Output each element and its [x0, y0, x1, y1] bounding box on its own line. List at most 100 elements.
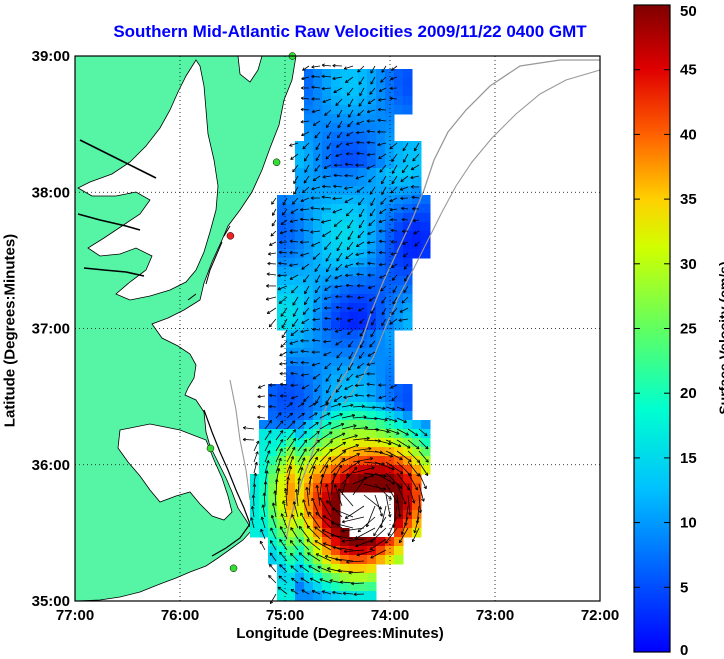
- velocity-vector: [281, 513, 288, 529]
- velocity-cell: [295, 213, 305, 223]
- velocity-cell: [367, 267, 377, 277]
- colorbar-ticks: 0 5 10 15 20 25 30 35 40 45 50: [634, 3, 697, 659]
- velocity-cell: [259, 483, 269, 493]
- velocity-cell: [250, 519, 260, 529]
- velocity-vector: [341, 527, 365, 532]
- velocity-vector: [301, 589, 310, 595]
- velocity-cell: [322, 312, 332, 322]
- velocity-vector: [325, 252, 332, 262]
- velocity-vector: [312, 328, 321, 331]
- x-tick-label: 73:00: [476, 607, 514, 624]
- velocity-vector: [269, 552, 277, 562]
- velocity-cell: [349, 537, 359, 547]
- velocity-cell: [403, 267, 413, 277]
- velocity-cell: [313, 105, 323, 115]
- velocity-vector: [286, 402, 293, 408]
- velocity-cell: [340, 123, 350, 133]
- velocity-cell: [394, 276, 404, 286]
- velocity-cell: [286, 384, 296, 394]
- velocity-cell: [394, 303, 404, 313]
- velocity-cell: [277, 312, 287, 322]
- velocity-vector: [333, 174, 343, 177]
- velocity-cell: [322, 321, 332, 331]
- velocity-vector: [316, 485, 321, 507]
- velocity-vector: [266, 307, 277, 314]
- velocity-cell: [358, 87, 368, 97]
- velocity-cell: [304, 78, 314, 88]
- velocity-cell: [331, 69, 341, 79]
- velocity-cell: [358, 348, 368, 358]
- velocity-cell: [385, 339, 395, 349]
- velocity-cell: [304, 123, 314, 133]
- velocity-vector: [261, 516, 266, 529]
- velocity-cell: [349, 591, 359, 601]
- velocity-vector: [335, 329, 343, 333]
- radar-station-marker: [272, 158, 281, 167]
- velocity-cell: [304, 276, 314, 286]
- velocity-vector: [264, 420, 272, 430]
- velocity-cell: [349, 177, 359, 187]
- velocity-cell: [421, 195, 431, 205]
- velocity-cell: [376, 240, 386, 250]
- velocity-cell: [277, 474, 287, 484]
- velocity-vector: [330, 413, 343, 419]
- velocity-cell: [421, 420, 431, 430]
- velocity-vector: [314, 526, 332, 540]
- velocity-vector: [363, 472, 387, 477]
- velocity-cell: [322, 348, 332, 358]
- velocity-cell: [367, 195, 377, 205]
- velocity-vector: [346, 208, 354, 217]
- velocity-vector: [358, 76, 365, 85]
- colorbar-tick-label: 40: [680, 126, 697, 143]
- velocity-vector: [280, 219, 288, 225]
- velocity-vector: [355, 538, 376, 547]
- velocity-cell: [295, 438, 305, 448]
- velocity-cell: [349, 312, 359, 322]
- potomac-river: [77, 139, 157, 277]
- velocity-cell: [376, 402, 386, 412]
- velocity-cell: [304, 303, 314, 313]
- velocity-cell: [313, 528, 323, 538]
- velocity-cell: [340, 204, 350, 214]
- velocity-cell: [349, 429, 359, 439]
- velocity-cell: [340, 330, 350, 340]
- velocity-cell: [295, 240, 305, 250]
- velocity-cell: [331, 339, 341, 349]
- velocity-cell: [295, 528, 305, 538]
- velocity-vector: [322, 230, 332, 237]
- velocity-vector: [300, 512, 310, 529]
- velocity-vector: [322, 590, 332, 595]
- velocity-vector: [289, 263, 299, 267]
- velocity-vector: [418, 450, 429, 463]
- velocity-cell: [295, 168, 305, 178]
- velocity-vector: [292, 164, 299, 173]
- velocity-cell: [394, 204, 404, 214]
- velocity-vector: [321, 64, 332, 67]
- velocity-vector: [297, 402, 305, 408]
- velocity-cell: [376, 276, 386, 286]
- velocity-cell: [286, 366, 296, 376]
- velocity-vector: [407, 494, 411, 516]
- velocity-vector: [368, 175, 376, 183]
- velocity-cell: [376, 429, 386, 439]
- velocity-cell: [385, 105, 395, 115]
- velocity-vector: [341, 473, 349, 496]
- velocity-vector: [346, 87, 354, 96]
- velocity-cell: [268, 420, 278, 430]
- velocity-cell: [313, 213, 323, 223]
- velocity-cell: [403, 321, 413, 331]
- velocity-cell: [331, 492, 341, 502]
- velocity-vector: [401, 164, 409, 174]
- velocity-cell: [286, 591, 296, 601]
- velocity-cell: [295, 501, 305, 511]
- velocity-vector: [333, 219, 343, 227]
- velocity-vector: [306, 539, 321, 551]
- velocity-vector: [338, 488, 354, 507]
- velocity-vector: [399, 307, 409, 313]
- velocity-vector: [418, 483, 425, 502]
- velocity-cell: [286, 456, 296, 466]
- velocity-vector: [327, 131, 332, 139]
- velocity-cell: [358, 474, 368, 484]
- velocity-cell: [403, 105, 413, 115]
